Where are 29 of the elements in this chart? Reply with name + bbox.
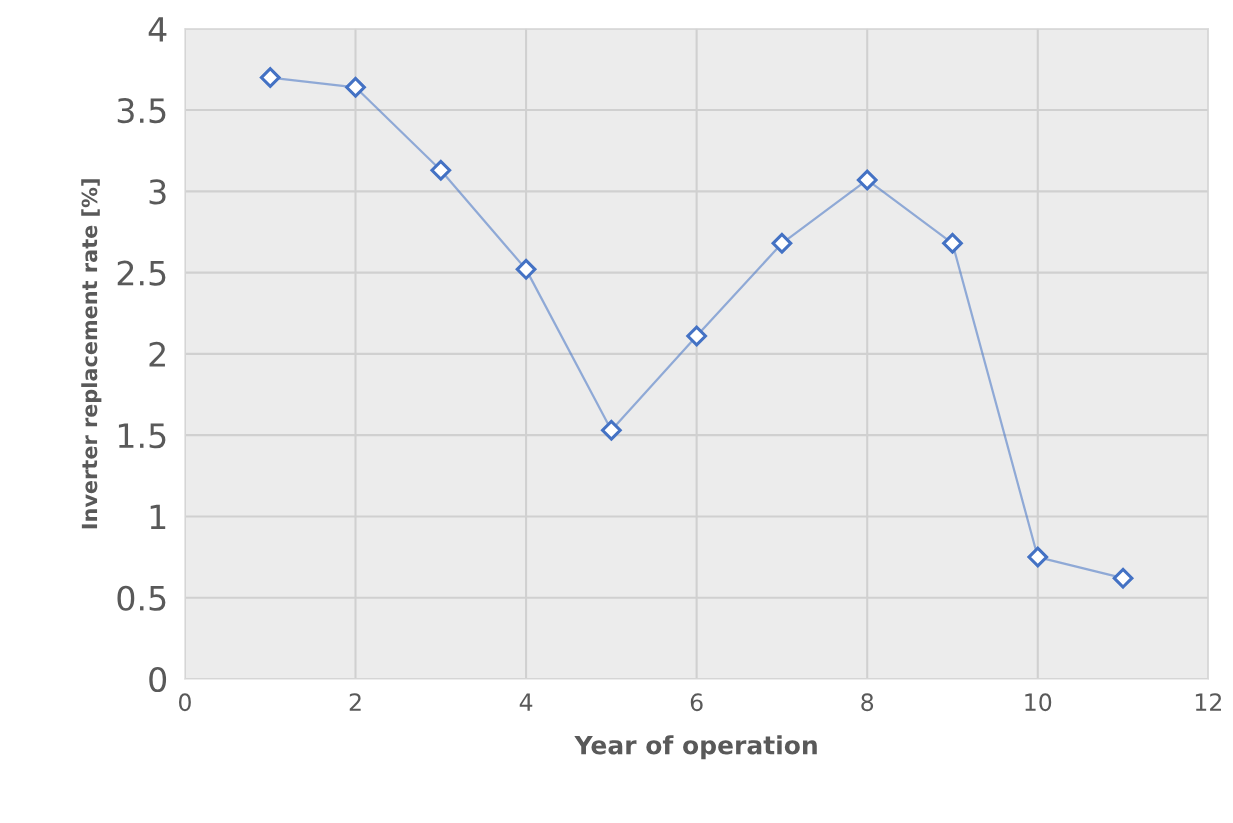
point <box>259 67 281 88</box>
point <box>1112 567 1134 589</box>
y-tick-label: 2 <box>149 341 165 367</box>
point <box>430 159 452 181</box>
x-tick-label: 12 <box>1195 693 1221 711</box>
x-tick-label: 0 <box>179 693 191 712</box>
y-axis-title: Inverter replacement rate [%] <box>81 179 102 529</box>
y-tick-label: 1.5 <box>118 423 166 449</box>
point <box>942 232 963 254</box>
point <box>345 76 366 98</box>
point <box>515 259 537 280</box>
y-tick-label: 3.5 <box>117 98 166 124</box>
x-tick-label: 8 <box>861 693 874 712</box>
x-tick-label: 4 <box>519 693 533 711</box>
y-tick-label: 4 <box>148 17 167 42</box>
point <box>600 419 622 441</box>
y-tick-label: 1 <box>150 504 166 530</box>
x-tick-label: 2 <box>349 693 361 711</box>
x-tick-label: 10 <box>1025 693 1052 712</box>
x-tick-label: 6 <box>690 693 703 712</box>
y-tick-label: 0 <box>149 666 167 693</box>
y-tick-label: 0.5 <box>117 585 166 611</box>
point <box>686 325 708 347</box>
y-tick-label: 2.5 <box>117 260 166 286</box>
point <box>856 169 878 191</box>
point <box>1027 546 1049 568</box>
y-tick-label: 3 <box>149 179 166 205</box>
point <box>771 232 793 254</box>
x-axis-title: Year of operation <box>574 735 817 760</box>
